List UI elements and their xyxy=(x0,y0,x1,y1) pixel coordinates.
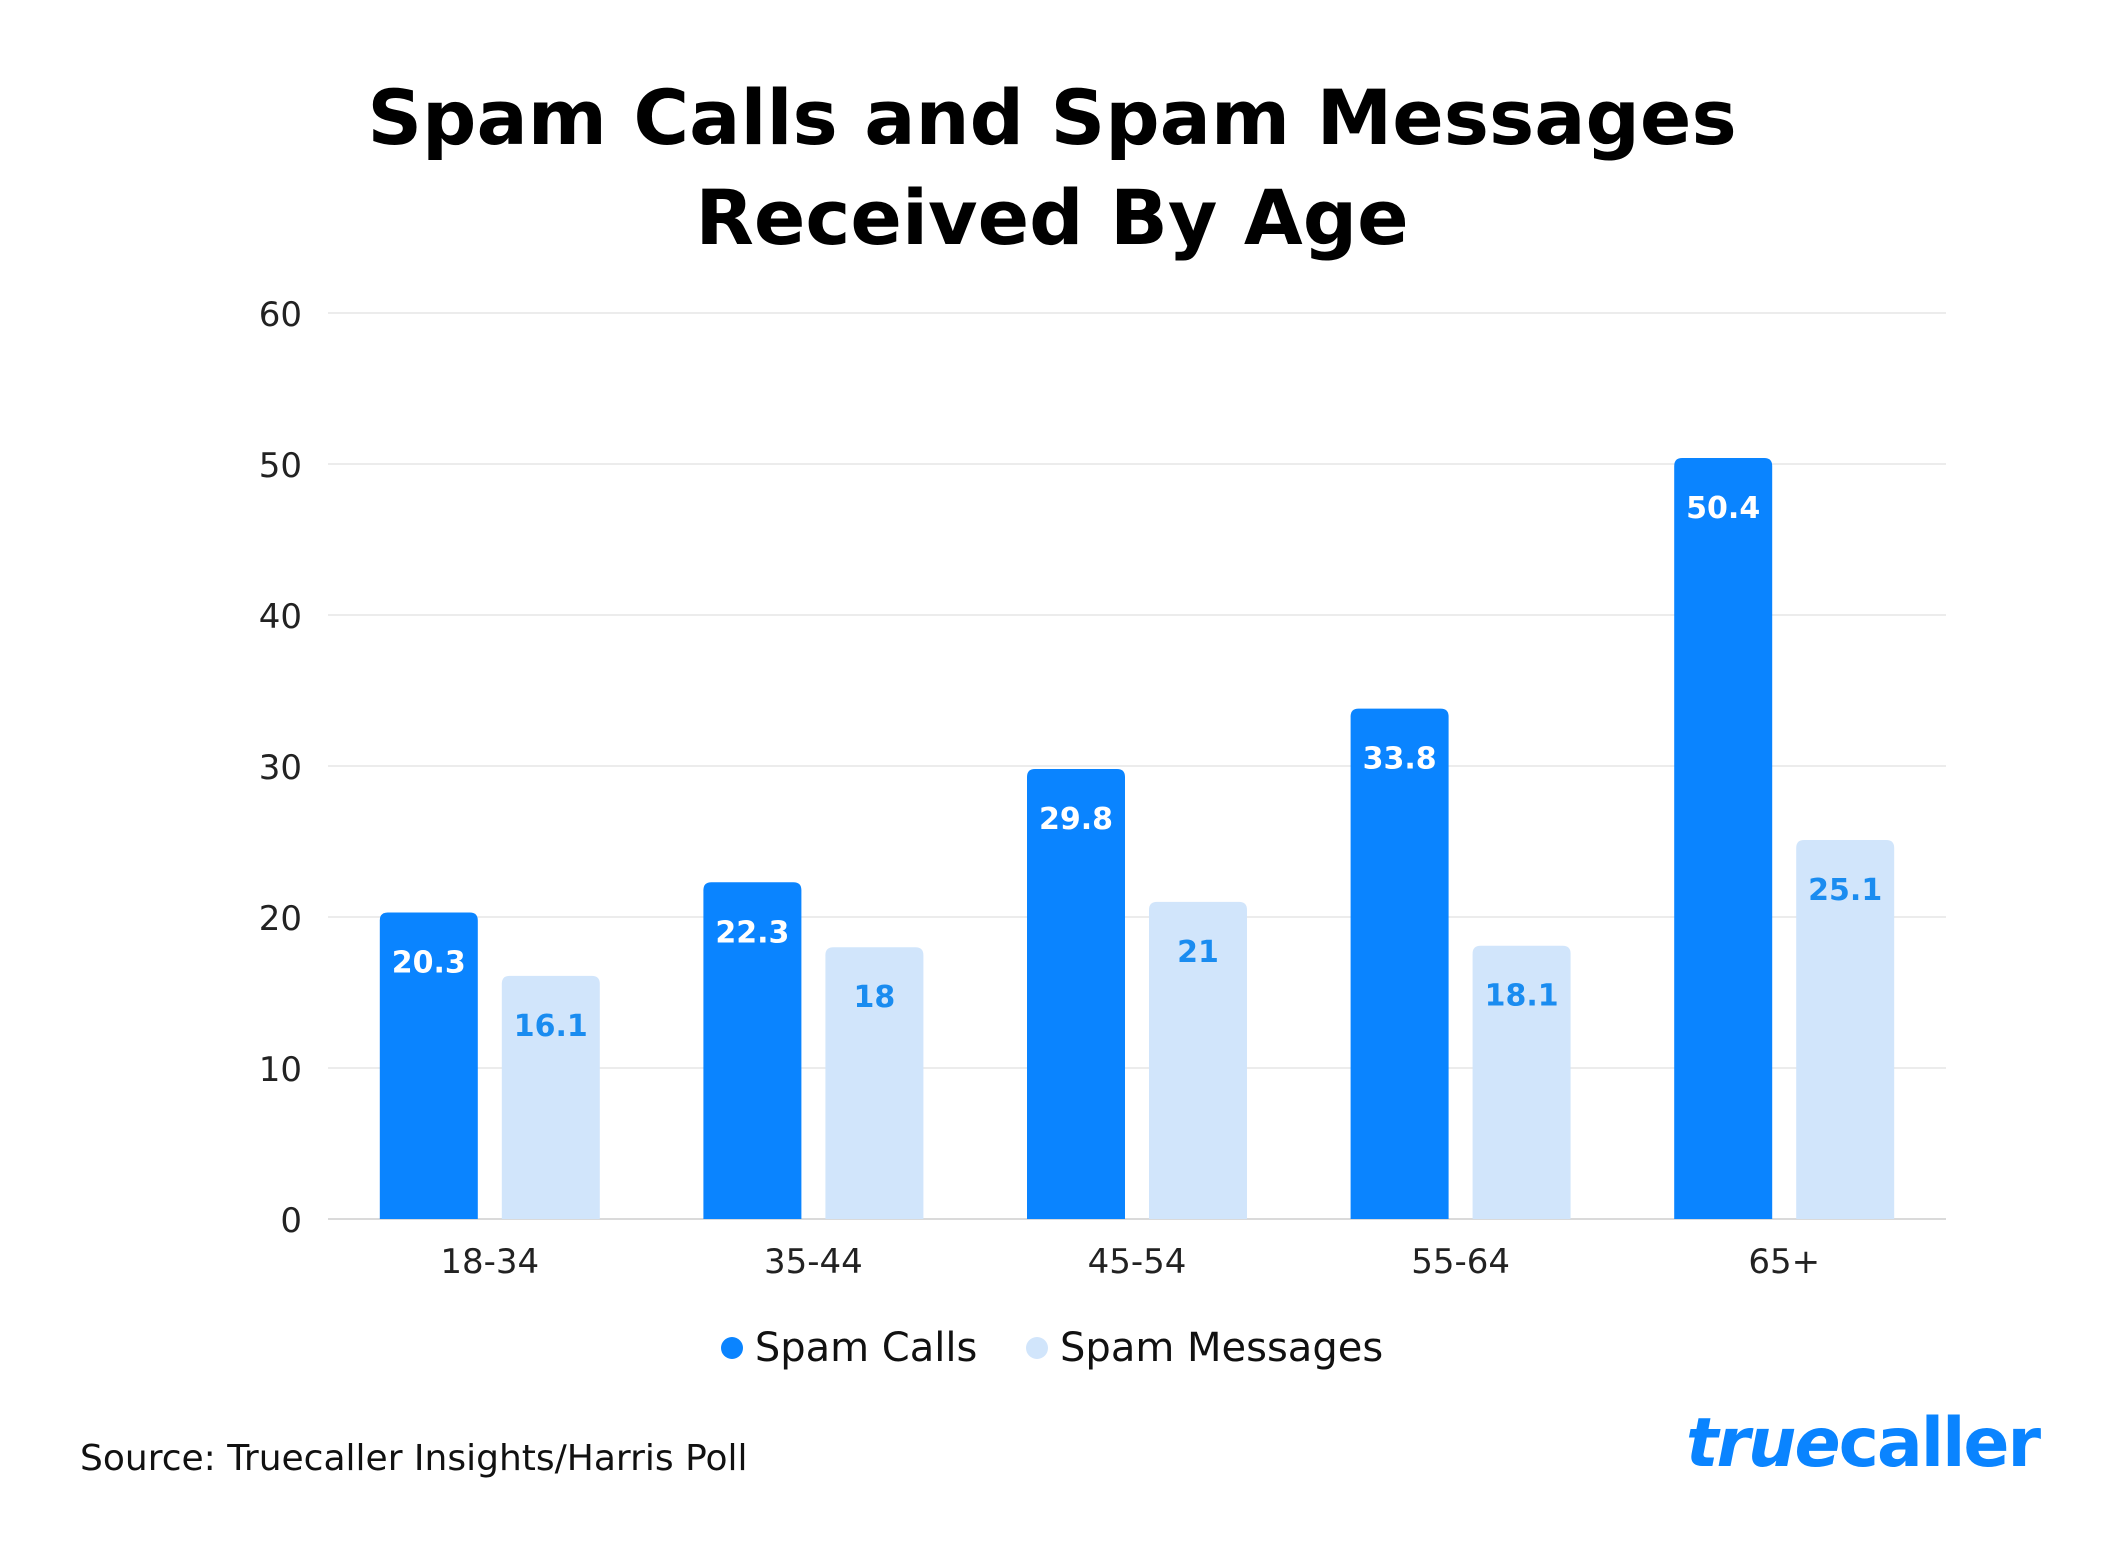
bar-spam-messages xyxy=(825,947,924,1219)
legend-item-spam-messages: Spam Messages xyxy=(1026,1320,1383,1376)
logo-text-part-1: true xyxy=(1686,1404,1841,1483)
y-tick-label: 20 xyxy=(259,899,302,939)
bar-spam-messages xyxy=(1796,839,1895,1219)
legend-swatch-spam-calls xyxy=(720,1337,743,1359)
chart-title-line-1: Spam Calls and Spam Messages xyxy=(367,73,1737,162)
bar-spam-messages xyxy=(1472,945,1571,1219)
data-label: 33.8 xyxy=(1363,742,1437,777)
data-label: 20.3 xyxy=(392,945,466,980)
bar-spam-calls xyxy=(1027,769,1125,1219)
legend-label-spam-messages: Spam Messages xyxy=(1060,1325,1384,1371)
chart-title-line-2: Received By Age xyxy=(695,173,1409,262)
legend-item-spam-calls: Spam Calls xyxy=(720,1320,978,1376)
data-label: 16.1 xyxy=(514,1009,588,1044)
logo-text-part-2: caller xyxy=(1838,1404,2041,1483)
data-label: 21 xyxy=(1177,935,1219,970)
x-tick-label: 45-54 xyxy=(1088,1242,1187,1282)
bar-spam-calls xyxy=(1350,708,1449,1219)
data-label: 18.1 xyxy=(1485,979,1559,1014)
y-tick-label: 30 xyxy=(259,748,302,788)
legend-swatch-spam-messages xyxy=(1026,1337,1049,1359)
y-tick-label: 60 xyxy=(259,295,302,335)
truecaller-logo: truecaller xyxy=(1686,1404,2041,1483)
x-tick-label: 18-34 xyxy=(440,1242,539,1282)
y-tick-label: 10 xyxy=(259,1050,302,1090)
x-tick-label: 55-64 xyxy=(1411,1242,1510,1282)
bar-spam-calls xyxy=(703,882,802,1219)
bar-spam-calls xyxy=(1674,457,1773,1220)
data-label: 18 xyxy=(854,980,896,1015)
chart-legend: Spam Calls Spam Messages xyxy=(0,1318,2104,1376)
y-tick-label: 50 xyxy=(259,446,302,486)
data-label: 25.1 xyxy=(1808,873,1882,908)
bar-spam-messages xyxy=(1149,901,1247,1219)
data-label: 50.4 xyxy=(1686,491,1760,526)
data-label: 22.3 xyxy=(715,915,789,950)
y-tick-label: 40 xyxy=(259,597,302,637)
legend-label-spam-calls: Spam Calls xyxy=(754,1325,978,1371)
source-note: Source: Truecaller Insights/Harris Poll xyxy=(80,1438,748,1479)
bar-spam-calls xyxy=(379,912,478,1219)
x-tick-label: 65+ xyxy=(1748,1242,1820,1282)
data-label: 29.8 xyxy=(1039,802,1113,837)
chart-title: Spam Calls and Spam Messages Received By… xyxy=(0,68,2104,268)
bar-spam-messages xyxy=(501,975,600,1219)
x-tick-label: 35-44 xyxy=(764,1242,863,1282)
y-tick-label: 0 xyxy=(280,1201,302,1241)
